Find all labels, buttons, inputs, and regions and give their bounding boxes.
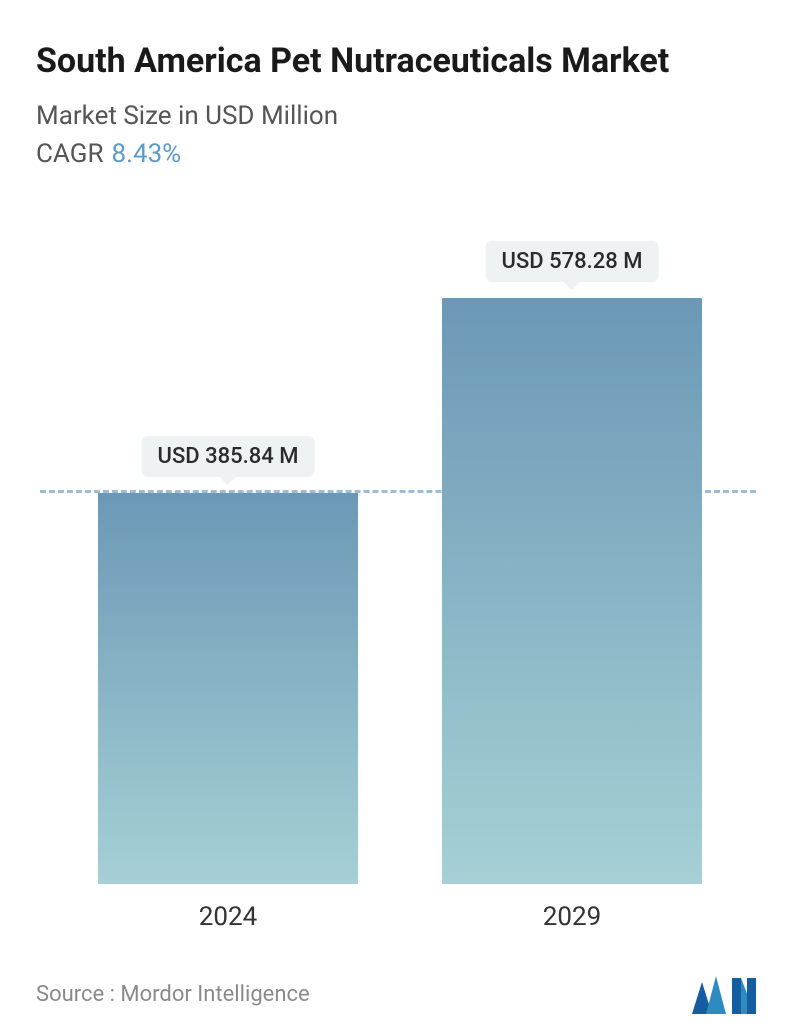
cagr-label: CAGR xyxy=(36,139,103,169)
source-text: Source : Mordor Intelligence xyxy=(36,982,310,1007)
chart-subtitle: Market Size in USD Million xyxy=(36,101,760,131)
x-axis-label: 2024 xyxy=(199,902,257,932)
value-label: USD 385.84 M xyxy=(142,436,315,477)
cagr-value: 8.43% xyxy=(111,139,181,169)
bar-chart: USD 385.84 M USD 578.28 M xyxy=(40,197,756,885)
cagr-row: CAGR 8.43% xyxy=(36,139,760,169)
x-axis-label: 2029 xyxy=(543,902,601,932)
bar xyxy=(442,298,702,884)
bar xyxy=(98,493,358,884)
chart-footer: Source : Mordor Intelligence xyxy=(36,974,760,1014)
chart-title: South America Pet Nutraceuticals Market xyxy=(36,40,676,83)
brand-logo-icon xyxy=(692,974,756,1014)
value-label: USD 578.28 M xyxy=(486,241,659,282)
x-axis: 2024 2029 xyxy=(40,902,756,946)
